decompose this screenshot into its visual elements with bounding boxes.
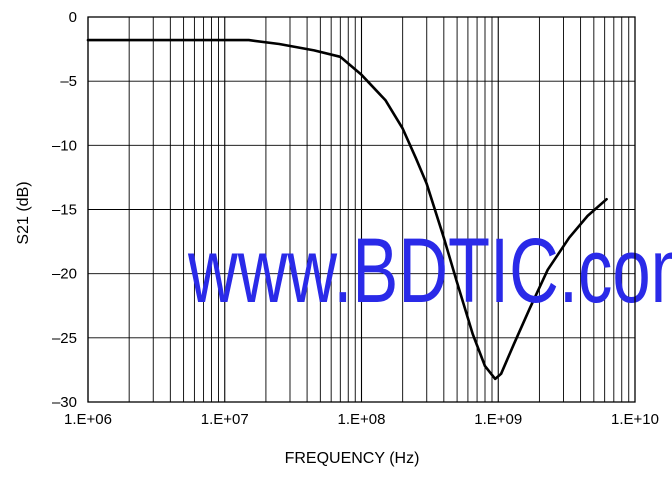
x-axis-label: FREQUENCY (Hz)	[285, 450, 420, 467]
y-tick-label: –15	[52, 202, 77, 219]
y-tick-labels: 0 –5 –10 –15 –20 –25 –30	[52, 9, 77, 411]
y-tick-label: 0	[69, 9, 77, 26]
grid	[87, 16, 635, 403]
y-tick-label: –5	[60, 73, 77, 90]
plot-area	[86, 38, 608, 381]
x-tick-label: 1.E+09	[474, 411, 522, 428]
watermark-text: www.BDTIC.com	[187, 220, 672, 322]
y-tick-label: –25	[52, 330, 77, 347]
y-tick-label: –30	[52, 394, 77, 411]
y-tick-label: –20	[52, 266, 77, 283]
y-tick-label: –10	[52, 137, 77, 154]
x-tick-label: 1.E+10	[611, 411, 659, 428]
y-axis-label: S21 (dB)	[15, 181, 32, 244]
series-line	[86, 38, 608, 381]
x-tick-labels: 1.E+06 1.E+07 1.E+08 1.E+09 1.E+10	[64, 411, 659, 428]
x-tick-label: 1.E+06	[64, 411, 112, 428]
x-tick-label: 1.E+07	[201, 411, 249, 428]
watermark: www.BDTIC.com	[187, 220, 672, 322]
x-tick-label: 1.E+08	[338, 411, 386, 428]
plot-frame	[87, 16, 636, 403]
